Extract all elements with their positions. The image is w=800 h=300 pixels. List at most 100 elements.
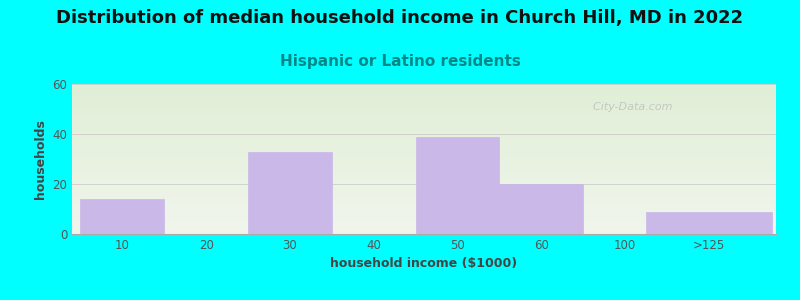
Bar — [72, 224, 776, 225]
Bar — [72, 164, 776, 165]
Bar — [72, 180, 776, 182]
Bar — [72, 194, 776, 195]
Bar — [72, 172, 776, 174]
Bar — [72, 134, 776, 135]
Bar — [72, 144, 776, 146]
Y-axis label: households: households — [34, 119, 46, 199]
Bar — [72, 220, 776, 222]
Bar — [72, 146, 776, 147]
Bar — [72, 228, 776, 230]
Bar — [72, 142, 776, 144]
Bar — [72, 174, 776, 176]
Bar — [72, 213, 776, 214]
Bar — [72, 117, 776, 118]
Bar — [72, 200, 776, 201]
Bar — [72, 84, 776, 86]
Bar — [72, 196, 776, 198]
Bar — [72, 165, 776, 166]
Bar — [80, 199, 164, 234]
Text: Distribution of median household income in Church Hill, MD in 2022: Distribution of median household income … — [57, 9, 743, 27]
Bar — [72, 141, 776, 142]
Bar — [72, 168, 776, 170]
Bar — [72, 99, 776, 100]
Bar — [72, 190, 776, 192]
Bar — [72, 147, 776, 148]
Bar — [72, 212, 776, 213]
Bar — [72, 106, 776, 108]
Bar — [416, 136, 499, 234]
Bar — [72, 135, 776, 136]
Bar — [72, 160, 776, 162]
Bar — [72, 208, 776, 210]
Bar — [72, 94, 776, 96]
Bar — [72, 148, 776, 150]
Bar — [72, 100, 776, 102]
Bar — [72, 176, 776, 177]
Bar — [72, 102, 776, 104]
Bar — [72, 124, 776, 126]
Bar — [72, 167, 776, 168]
Bar — [72, 198, 776, 200]
Bar — [72, 132, 776, 134]
Bar — [72, 195, 776, 196]
Bar — [72, 138, 776, 140]
Bar — [72, 222, 776, 224]
Bar — [72, 116, 776, 117]
Bar — [72, 120, 776, 122]
Bar — [72, 226, 776, 228]
Bar — [72, 129, 776, 130]
Bar — [72, 177, 776, 178]
Bar — [72, 92, 776, 93]
Bar — [72, 122, 776, 123]
Bar — [72, 169, 776, 171]
Bar — [72, 184, 776, 186]
Bar — [72, 111, 776, 112]
Bar — [646, 212, 772, 234]
Bar — [72, 98, 776, 99]
Bar — [72, 154, 776, 156]
Bar — [499, 184, 583, 234]
Bar — [72, 188, 776, 189]
Bar — [72, 232, 776, 234]
Bar — [72, 218, 776, 219]
Bar — [72, 96, 776, 98]
Bar — [248, 152, 332, 234]
Bar — [72, 112, 776, 114]
Bar — [72, 85, 776, 87]
Bar — [72, 156, 776, 158]
Bar — [72, 140, 776, 141]
Bar — [72, 186, 776, 188]
X-axis label: household income ($1000): household income ($1000) — [330, 257, 518, 270]
Bar — [72, 159, 776, 160]
Bar — [72, 108, 776, 110]
Bar — [72, 178, 776, 180]
Bar — [72, 162, 776, 164]
Bar — [72, 114, 776, 116]
Bar — [72, 206, 776, 207]
Bar — [72, 183, 776, 184]
Bar — [72, 87, 776, 88]
Text: Hispanic or Latino residents: Hispanic or Latino residents — [279, 54, 521, 69]
Bar — [72, 105, 776, 106]
Bar — [72, 103, 776, 105]
Bar — [72, 118, 776, 120]
Bar — [72, 150, 776, 152]
Bar — [72, 204, 776, 206]
Bar — [72, 207, 776, 208]
Bar — [72, 90, 776, 92]
Bar — [72, 153, 776, 154]
Bar — [72, 202, 776, 204]
Bar — [72, 158, 776, 159]
Bar — [72, 136, 776, 138]
Bar — [72, 216, 776, 218]
Bar — [72, 152, 776, 153]
Bar — [72, 182, 776, 183]
Bar — [72, 110, 776, 111]
Bar — [72, 171, 776, 172]
Bar — [72, 192, 776, 194]
Bar — [72, 214, 776, 216]
Bar — [72, 225, 776, 226]
Bar — [72, 201, 776, 202]
Bar — [72, 231, 776, 232]
Bar — [72, 219, 776, 220]
